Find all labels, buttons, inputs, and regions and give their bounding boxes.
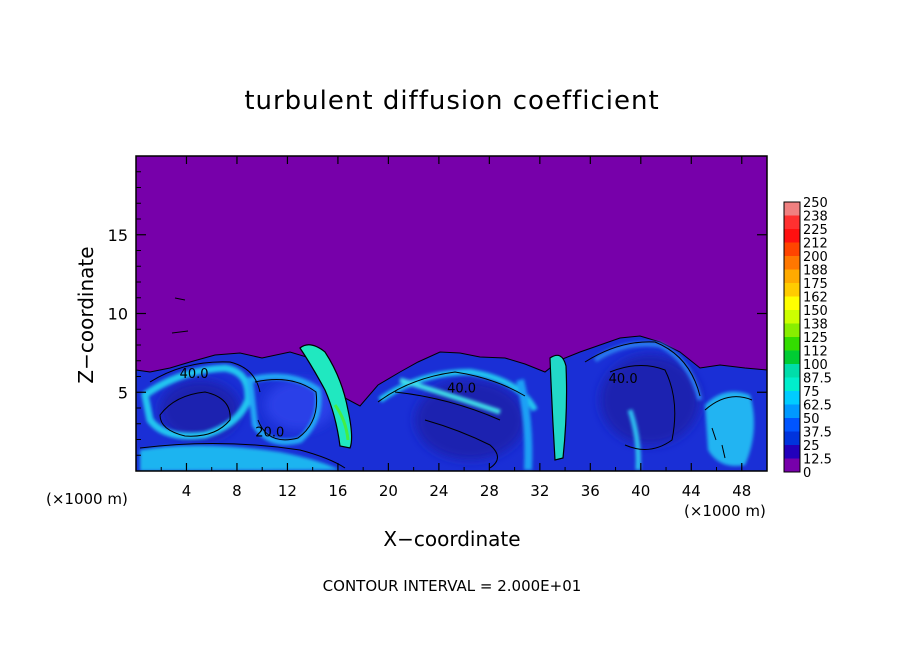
colorbar-level-label: 238 bbox=[803, 210, 828, 225]
contour-interval: CONTOUR INTERVAL = 2.000E+01 bbox=[322, 577, 582, 595]
colorbar-swatch bbox=[784, 215, 800, 230]
colorbar-level-label: 87.5 bbox=[803, 372, 832, 387]
y-tick-label: 10 bbox=[108, 305, 128, 324]
colorbar-swatch bbox=[784, 242, 800, 257]
colorbar-level-label: 150 bbox=[803, 304, 828, 319]
x-tick-label: 16 bbox=[328, 482, 347, 500]
x-tick-label: 48 bbox=[732, 482, 751, 500]
contour-labels: 40.0 40.0 40.0 20.0 bbox=[180, 367, 638, 440]
colorbar-level-label: 37.5 bbox=[803, 426, 832, 441]
plume-16km bbox=[299, 344, 353, 449]
x-tick-label: 4 bbox=[182, 482, 192, 500]
colorbar-swatch bbox=[784, 458, 800, 473]
x-tick-label: 32 bbox=[530, 482, 549, 500]
x-tick-label: 8 bbox=[232, 482, 242, 500]
plume-33km bbox=[549, 354, 568, 461]
colorbar: 2502382252122001881751621501381251121008… bbox=[783, 196, 832, 481]
chart-title: turbulent diffusion coefficient bbox=[244, 86, 660, 116]
contour-label: 20.0 bbox=[255, 425, 284, 440]
colorbar-swatch bbox=[784, 431, 800, 446]
colorbar-swatch bbox=[784, 418, 800, 432]
y-tick-label: 15 bbox=[108, 226, 128, 245]
colorbar-level-label: 138 bbox=[803, 318, 828, 333]
colorbar-frame bbox=[783, 201, 801, 473]
colorbar-swatch bbox=[784, 269, 800, 284]
x-tick-label: 36 bbox=[581, 482, 600, 500]
field-layers bbox=[136, 297, 767, 471]
contour-label: 40.0 bbox=[447, 381, 476, 396]
contour-label: 40.0 bbox=[180, 367, 209, 382]
colorbar-level-label: 225 bbox=[803, 223, 828, 238]
colorbar-swatch bbox=[784, 323, 800, 338]
colorbar-swatch bbox=[784, 337, 800, 351]
colorbar-swatch bbox=[784, 350, 800, 365]
colorbar-level-label: 188 bbox=[803, 264, 828, 279]
colorbar-level-label: 100 bbox=[803, 358, 828, 373]
x-axis: 4 8 12 16 20 24 28 32 36 40 44 48 bbox=[160, 156, 751, 500]
colorbar-level-label: 125 bbox=[803, 331, 828, 346]
contour-lines bbox=[139, 297, 753, 469]
colorbar-swatch bbox=[784, 391, 800, 405]
colorbar-swatch bbox=[784, 229, 800, 243]
colorbar-swatch bbox=[784, 445, 800, 459]
colorbar-level-label: 162 bbox=[803, 291, 828, 306]
x-tick-label: 40 bbox=[631, 482, 650, 500]
colorbar-level-label: 212 bbox=[803, 237, 828, 252]
x-tick-label: 12 bbox=[278, 482, 297, 500]
x-unit-left: (×1000 m) bbox=[46, 490, 128, 508]
x-tick-label: 24 bbox=[429, 482, 448, 500]
x-unit-right: (×1000 m) bbox=[684, 502, 766, 520]
cyan-cells bbox=[140, 341, 754, 471]
colorbar-level-label: 175 bbox=[803, 277, 828, 292]
y-axis: 5 10 15 bbox=[108, 171, 767, 456]
colorbar-swatch bbox=[784, 256, 800, 270]
colorbar-level-label: 200 bbox=[803, 250, 828, 265]
y-axis-label: Z−coordinate bbox=[74, 246, 98, 384]
x-tick-label: 28 bbox=[480, 482, 499, 500]
colorbar-level-label: 12.5 bbox=[803, 453, 832, 468]
deep-cores bbox=[160, 355, 700, 460]
colorbar-swatch bbox=[784, 364, 800, 378]
colorbar-level-label: 250 bbox=[803, 196, 828, 211]
colorbar-swatch bbox=[784, 202, 800, 216]
colorbar-swatch bbox=[784, 404, 800, 419]
y-tick-label: 5 bbox=[118, 383, 128, 402]
x-tick-label: 44 bbox=[682, 482, 701, 500]
colorbar-swatch bbox=[784, 310, 800, 324]
contour-label: 40.0 bbox=[609, 372, 638, 387]
colorbar-level-label: 50 bbox=[803, 412, 820, 427]
plume-16km-green bbox=[333, 404, 350, 441]
x-tick-label: 20 bbox=[379, 482, 398, 500]
colorbar-swatch bbox=[784, 283, 800, 297]
x-axis-label: X−coordinate bbox=[383, 527, 521, 551]
colorbar-level-label: 0 bbox=[803, 466, 811, 481]
colorbar-level-label: 25 bbox=[803, 439, 820, 454]
colorbar-swatch bbox=[784, 377, 800, 392]
colorbar-swatch bbox=[784, 296, 800, 311]
colorbar-level-label: 62.5 bbox=[803, 399, 832, 414]
colorbar-level-label: 75 bbox=[803, 385, 820, 400]
colorbar-level-label: 112 bbox=[803, 345, 828, 360]
